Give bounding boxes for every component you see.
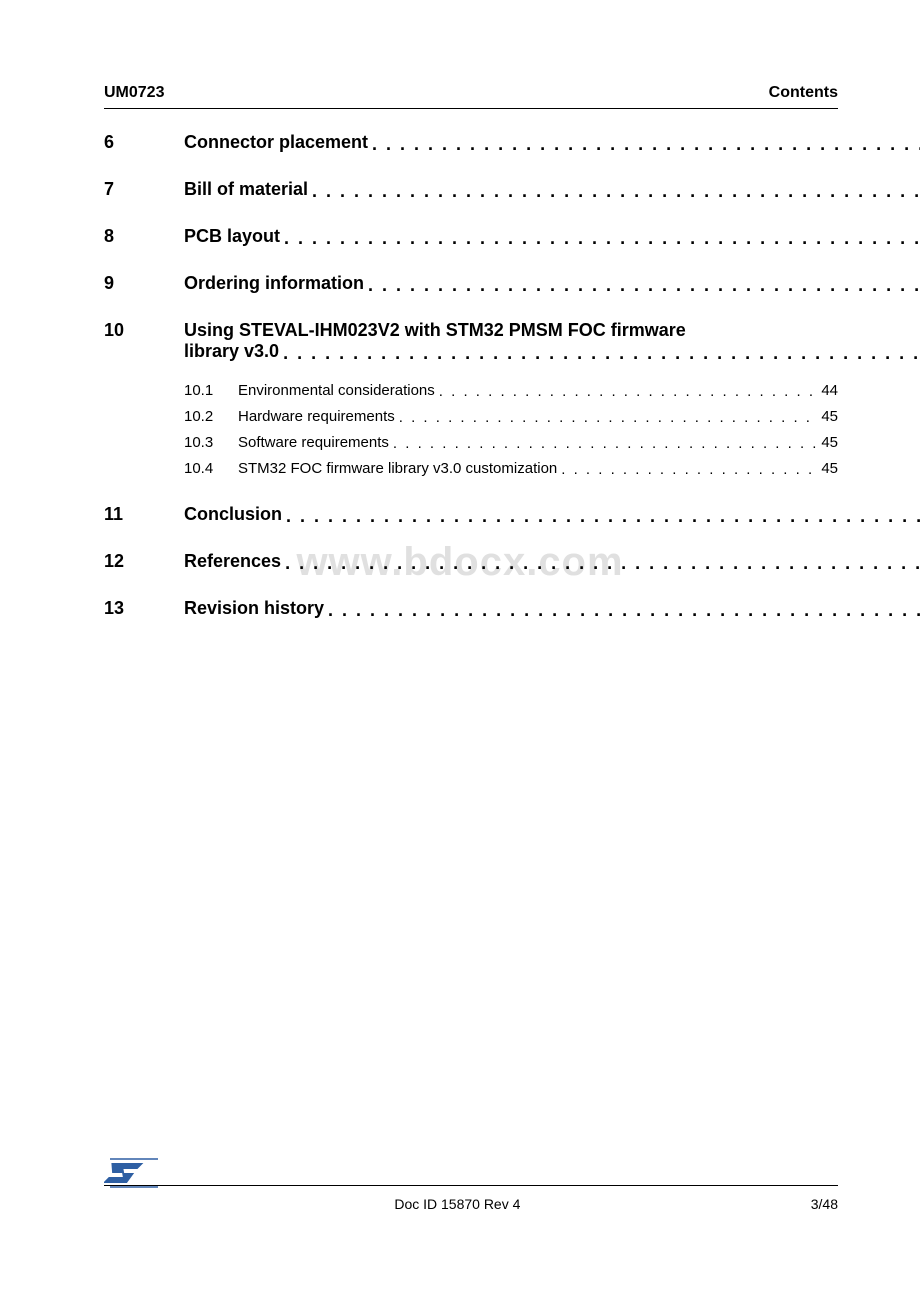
toc-second-line: library v3.0 . . . . . . . . . . . . . .…: [184, 341, 920, 362]
toc-sub-entry: 10.3Software requirements . . . . . . . …: [184, 434, 838, 451]
toc-dots: . . . . . . . . . . . . . . . . . . . . …: [561, 461, 817, 478]
toc-title-wrap: References . . . . . . . . . . . . . . .…: [184, 551, 920, 572]
page-number: 3/48: [811, 1196, 838, 1212]
toc-number: 8: [104, 226, 184, 247]
toc-dots: . . . . . . . . . . . . . . . . . . . . …: [312, 181, 920, 202]
toc-dots: . . . . . . . . . . . . . . . . . . . . …: [368, 275, 920, 296]
toc-dots: . . . . . . . . . . . . . . . . . . . . …: [399, 409, 818, 426]
toc-number: 13: [104, 598, 184, 619]
toc-number: 12: [104, 551, 184, 572]
toc-dots: . . . . . . . . . . . . . . . . . . . . …: [393, 435, 817, 452]
toc-sub-page: 45: [817, 434, 838, 451]
toc-sub-number: 10.4: [184, 460, 238, 477]
doc-id: Doc ID 15870 Rev 4: [104, 1196, 811, 1212]
toc-title: References: [184, 551, 285, 572]
toc-entry: 8PCB layout . . . . . . . . . . . . . . …: [104, 226, 838, 247]
toc-title-wrap: Ordering information . . . . . . . . . .…: [184, 273, 920, 294]
toc-title-wrap: Using STEVAL-IHM023V2 with STM32 PMSM FO…: [184, 320, 920, 362]
toc-title-wrap: Bill of material . . . . . . . . . . . .…: [184, 179, 920, 200]
toc-title-wrap: Conclusion . . . . . . . . . . . . . . .…: [184, 504, 920, 525]
toc-number: 6: [104, 132, 184, 153]
toc-title: Connector placement: [184, 132, 372, 153]
toc-number: 7: [104, 179, 184, 200]
toc-sub-page: 45: [817, 460, 838, 477]
toc-number: 9: [104, 273, 184, 294]
toc-sub-entry: 10.2Hardware requirements . . . . . . . …: [184, 408, 838, 425]
doc-code: UM0723: [104, 84, 164, 102]
toc-dots: . . . . . . . . . . . . . . . . . . . . …: [372, 134, 920, 155]
toc-dots: . . . . . . . . . . . . . . . . . . . . …: [283, 343, 920, 364]
toc-title: PCB layout: [184, 226, 284, 247]
toc-sub-entry: 10.4STM32 FOC firmware library v3.0 cust…: [184, 460, 838, 477]
toc-title: Conclusion: [184, 504, 286, 525]
page-footer: Doc ID 15870 Rev 4 3/48: [104, 1185, 838, 1212]
section-name: Contents: [769, 84, 838, 102]
toc-entry: 6Connector placement . . . . . . . . . .…: [104, 132, 838, 153]
toc-entry: 13Revision history . . . . . . . . . . .…: [104, 598, 838, 619]
toc-dots: . . . . . . . . . . . . . . . . . . . . …: [439, 383, 818, 400]
toc-entry: 9Ordering information . . . . . . . . . …: [104, 273, 838, 294]
toc-entry: 11Conclusion . . . . . . . . . . . . . .…: [104, 504, 838, 525]
toc-sub-title: Software requirements: [238, 434, 393, 451]
toc-dots: . . . . . . . . . . . . . . . . . . . . …: [328, 600, 920, 621]
toc-title: Bill of material: [184, 179, 312, 200]
toc-title-cont: library v3.0: [184, 341, 283, 362]
toc-title-wrap: Connector placement . . . . . . . . . . …: [184, 132, 920, 153]
toc-entry: 7Bill of material . . . . . . . . . . . …: [104, 179, 838, 200]
table-of-contents: 6Connector placement . . . . . . . . . .…: [104, 132, 838, 645]
toc-sub-number: 10.3: [184, 434, 238, 451]
toc-sub-title: Hardware requirements: [238, 408, 399, 425]
toc-sub-title: STM32 FOC firmware library v3.0 customiz…: [238, 460, 561, 477]
toc-dots: . . . . . . . . . . . . . . . . . . . . …: [286, 506, 920, 527]
page-header: UM0723 Contents: [104, 84, 838, 109]
toc-title: Ordering information: [184, 273, 368, 294]
toc-sub-title: Environmental considerations: [238, 382, 439, 399]
toc-title-wrap: Revision history . . . . . . . . . . . .…: [184, 598, 920, 619]
toc-sub-page: 44: [817, 382, 838, 399]
toc-title: Using STEVAL-IHM023V2 with STM32 PMSM FO…: [184, 320, 920, 341]
toc-number: 11: [104, 504, 184, 525]
toc-entry: 10Using STEVAL-IHM023V2 with STM32 PMSM …: [104, 320, 838, 362]
toc-sub-number: 10.1: [184, 382, 238, 399]
toc-sub-page: 45: [817, 408, 838, 425]
toc-dots: . . . . . . . . . . . . . . . . . . . . …: [285, 553, 920, 574]
toc-entry: 12References . . . . . . . . . . . . . .…: [104, 551, 838, 572]
st-logo-icon: [104, 1155, 164, 1196]
toc-dots: . . . . . . . . . . . . . . . . . . . . …: [284, 228, 920, 249]
toc-sub-entry: 10.1Environmental considerations . . . .…: [184, 382, 838, 399]
toc-title-wrap: PCB layout . . . . . . . . . . . . . . .…: [184, 226, 920, 247]
toc-title: Revision history: [184, 598, 328, 619]
toc-number: 10: [104, 320, 184, 341]
toc-sub-number: 10.2: [184, 408, 238, 425]
